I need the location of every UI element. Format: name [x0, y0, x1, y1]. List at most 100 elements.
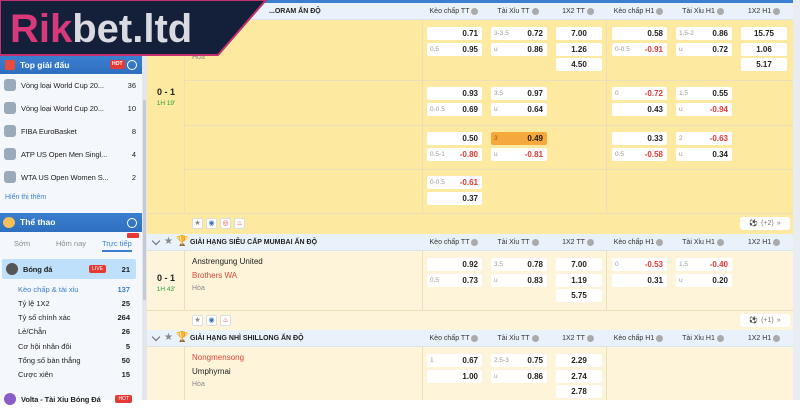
- odds-button[interactable]: u 0.86: [491, 42, 547, 56]
- odds-button[interactable]: u 0.64: [491, 102, 547, 116]
- sidebar-item-football[interactable]: Bóng đá LIVE 21: [2, 259, 136, 279]
- star-icon[interactable]: ★: [164, 332, 173, 343]
- odds-button[interactable]: 2.29: [556, 354, 602, 367]
- odds-button[interactable]: 0.43: [612, 102, 667, 116]
- odds-button[interactable]: 5.75: [556, 289, 602, 302]
- info-icon[interactable]: [656, 334, 664, 342]
- star-icon[interactable]: ★: [192, 218, 203, 229]
- star-icon[interactable]: ★: [192, 315, 203, 326]
- info-icon[interactable]: [531, 334, 539, 342]
- odds-button[interactable]: u -0.94: [676, 102, 732, 116]
- odds-button[interactable]: 5.17: [741, 58, 787, 71]
- odds-button[interactable]: 0.33: [612, 132, 667, 145]
- odds-button[interactable]: 0 -0.53: [612, 258, 667, 271]
- fire-icon[interactable]: ♨: [220, 315, 231, 326]
- sidebar-scrollbar[interactable]: [142, 0, 147, 400]
- more-markets-button[interactable]: ⚽ (+1)»: [740, 314, 790, 327]
- info-icon[interactable]: [773, 238, 781, 246]
- home-team[interactable]: Nongmensong: [192, 353, 245, 362]
- odds-button[interactable]: 1.26: [556, 42, 602, 56]
- odds-button[interactable]: 15.75: [741, 27, 787, 40]
- odds-button[interactable]: 0.5 -0.58: [612, 147, 667, 161]
- more-markets-button[interactable]: ⚽ (+2)»: [740, 217, 790, 230]
- home-team[interactable]: Anstrengung United: [192, 257, 263, 266]
- info-icon[interactable]: [586, 238, 594, 246]
- main-scrollbar[interactable]: [793, 0, 800, 400]
- sidebar-sub-item[interactable]: Tỷ số chính xác 264: [0, 311, 142, 325]
- away-team[interactable]: Umphyrnai: [192, 367, 231, 376]
- odds-button[interactable]: 2 -0.63: [676, 132, 732, 145]
- odds-button[interactable]: u 0.34: [676, 147, 732, 161]
- info-icon[interactable]: [471, 238, 479, 246]
- odds-button[interactable]: 1.00: [427, 369, 482, 383]
- sidebar-top-league[interactable]: WTA US Open Women S... 2: [0, 166, 142, 188]
- odds-button[interactable]: 0-0.5 -0.61: [427, 176, 482, 189]
- odds-button[interactable]: 3.5 0.78: [491, 258, 547, 271]
- sidebar-top-league[interactable]: ATP US Open Men Singl... 4: [0, 143, 142, 165]
- odds-button[interactable]: 1.5 -0.40: [676, 258, 732, 271]
- info-icon[interactable]: [531, 7, 539, 15]
- info-icon[interactable]: [656, 7, 664, 15]
- odds-button[interactable]: 7.00: [556, 258, 602, 271]
- odds-button[interactable]: u 0.72: [676, 42, 732, 56]
- odds-button[interactable]: 3-3.5 0.72: [491, 27, 547, 40]
- odds-button[interactable]: 0.5 0.95: [427, 42, 482, 56]
- odds-button[interactable]: u 0.86: [491, 369, 547, 383]
- odds-button[interactable]: u 0.20: [676, 273, 732, 287]
- info-icon[interactable]: [656, 238, 664, 246]
- odds-button[interactable]: 4.50: [556, 58, 602, 71]
- odds-button[interactable]: 0-0.5 -0.91: [612, 42, 667, 56]
- odds-button[interactable]: 0.5-1 -0.80: [427, 147, 482, 161]
- odds-button[interactable]: 0.5 0.73: [427, 273, 482, 287]
- odds-button[interactable]: 3.5 0.97: [491, 87, 547, 100]
- info-icon[interactable]: [471, 334, 479, 342]
- odds-button[interactable]: 0.92: [427, 258, 482, 271]
- fire-icon[interactable]: ♨: [234, 218, 245, 229]
- info-icon[interactable]: [716, 238, 724, 246]
- away-team[interactable]: Brothers WA: [192, 271, 238, 280]
- info-icon[interactable]: [716, 7, 724, 15]
- odds-button[interactable]: u 0.83: [491, 273, 547, 287]
- sidebar-sub-item[interactable]: Cơ hội nhân đôi 5: [0, 339, 142, 353]
- info-icon[interactable]: [586, 7, 594, 15]
- odds-button[interactable]: 2.78: [556, 385, 602, 398]
- eye-icon[interactable]: ◉: [206, 315, 217, 326]
- odds-button[interactable]: 0 -0.72: [612, 87, 667, 100]
- odds-button[interactable]: 0.71: [427, 27, 482, 40]
- odds-button[interactable]: 2.5-3 0.75: [491, 354, 547, 367]
- tab-early[interactable]: Sớm: [14, 239, 31, 248]
- target-icon[interactable]: ◎: [220, 218, 231, 229]
- sidebar-top-league[interactable]: FIBA EuroBasket 8: [0, 120, 142, 142]
- info-icon[interactable]: [773, 334, 781, 342]
- odds-button[interactable]: 0.93: [427, 87, 482, 100]
- odds-button[interactable]: 0.37: [427, 191, 482, 205]
- tab-today[interactable]: Hôm nay: [56, 239, 87, 248]
- chevron-down-icon[interactable]: [151, 236, 161, 246]
- star-icon[interactable]: ★: [164, 236, 173, 247]
- info-icon[interactable]: [471, 7, 479, 15]
- odds-button[interactable]: 7.00: [556, 27, 602, 40]
- info-icon[interactable]: [773, 7, 781, 15]
- odds-button[interactable]: 1.06: [741, 42, 787, 56]
- odds-button[interactable]: 1.5-2 0.86: [676, 27, 732, 40]
- odds-button[interactable]: 0.50: [427, 132, 482, 145]
- sidebar-sub-item[interactable]: Tỷ lệ 1X2 25: [0, 296, 142, 310]
- info-icon[interactable]: [716, 334, 724, 342]
- sidebar-top-league[interactable]: Vòng loại World Cup 20... 36: [0, 74, 142, 96]
- sports-header[interactable]: Thể thao: [0, 213, 142, 232]
- top-leagues-header[interactable]: Top giải đấu HOT: [0, 56, 142, 74]
- collapse-icon[interactable]: [127, 218, 137, 228]
- sidebar-item-volta[interactable]: Volta - Tài Xỉu Bóng Đá HOT: [0, 388, 142, 410]
- chevron-down-icon[interactable]: [151, 332, 161, 342]
- odds-button[interactable]: 0.31: [612, 273, 667, 287]
- eye-icon[interactable]: ◉: [206, 218, 217, 229]
- collapse-icon[interactable]: [127, 60, 137, 70]
- odds-button[interactable]: 1.19: [556, 273, 602, 287]
- show-more-link[interactable]: Hiển thị thêm: [5, 194, 47, 201]
- sidebar-sub-item[interactable]: Tổng số bàn thắng 50: [0, 354, 142, 368]
- sidebar-sub-item[interactable]: Cược xiên 15: [0, 368, 142, 382]
- odds-button[interactable]: 2.74: [556, 369, 602, 383]
- info-icon[interactable]: [531, 238, 539, 246]
- info-icon[interactable]: [586, 334, 594, 342]
- odds-button[interactable]: 0-0.5 0.69: [427, 102, 482, 116]
